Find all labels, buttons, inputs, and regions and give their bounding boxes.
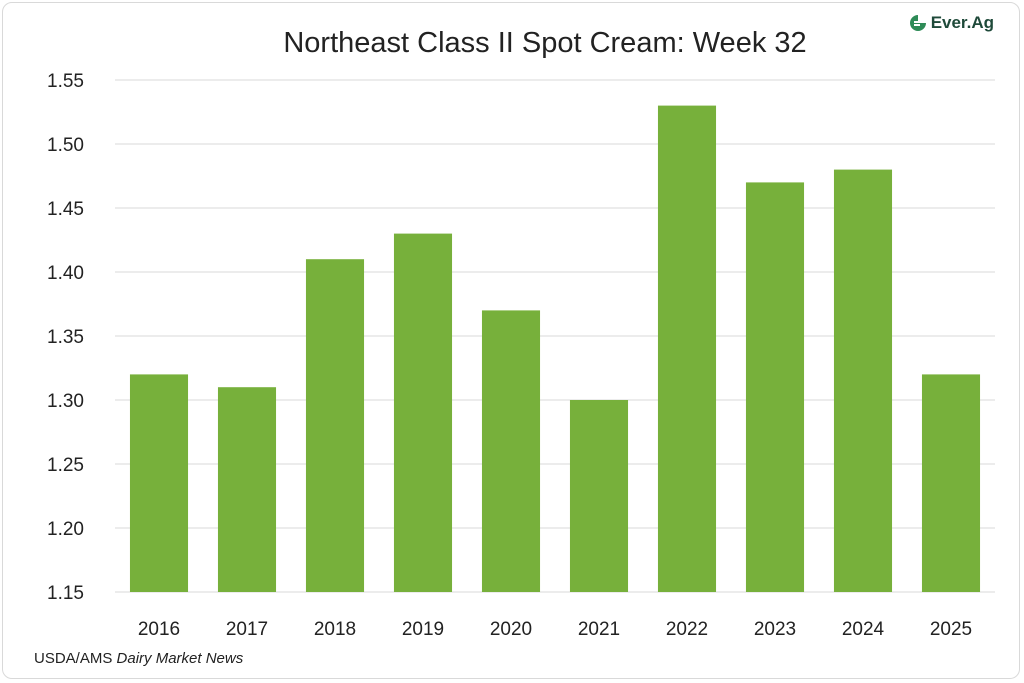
y-tick-label: 1.55 [47,71,84,92]
bar-2023 [745,182,805,592]
y-axis-ticks: 1.15 1.20 1.25 1.30 1.35 1.40 1.45 1.50 1.55 [47,71,84,604]
y-tick-label: 1.20 [47,519,84,540]
x-tick-label: 2020 [490,619,532,640]
bar-2018 [305,259,365,592]
x-tick-label: 2022 [666,619,708,640]
x-tick-label: 2016 [138,619,180,640]
x-tick-label: 2018 [314,619,356,640]
y-tick-label: 1.30 [47,391,84,412]
bar-2019 [393,233,453,592]
y-tick-label: 1.15 [47,583,84,604]
x-axis-ticks: 2016 2017 2018 2019 2020 2021 2022 2023 2024 2025 [138,619,972,640]
bar-2017 [217,387,277,592]
bar-2016 [129,374,189,592]
y-tick-label: 1.35 [47,327,84,348]
x-tick-label: 2025 [930,619,972,640]
brand-name: Ever.Ag [930,13,994,32]
ever-ag-logo-icon [909,15,926,31]
y-tick-label: 1.45 [47,199,84,220]
bar-2022 [657,105,717,592]
x-tick-label: 2021 [578,619,620,640]
x-tick-label: 2023 [754,619,796,640]
bar-2024 [833,169,893,592]
bars [129,105,981,592]
x-tick-label: 2024 [842,619,885,640]
source-publication: Dairy Market News [116,650,244,667]
bar-2020 [481,310,541,592]
y-tick-label: 1.40 [47,263,84,284]
chart-title: Northeast Class II Spot Cream: Week 32 [283,27,806,59]
bar-2025 [921,374,981,592]
bar-2021 [569,400,629,592]
source-prefix: USDA/AMS [34,650,113,667]
x-tick-label: 2019 [402,619,444,640]
source-note: USDA/AMS Dairy Market News [34,650,243,667]
x-tick-label: 2017 [226,619,268,640]
brand-logo: Ever.Ag [908,13,994,33]
y-tick-label: 1.50 [47,135,84,156]
y-tick-label: 1.25 [47,455,84,476]
